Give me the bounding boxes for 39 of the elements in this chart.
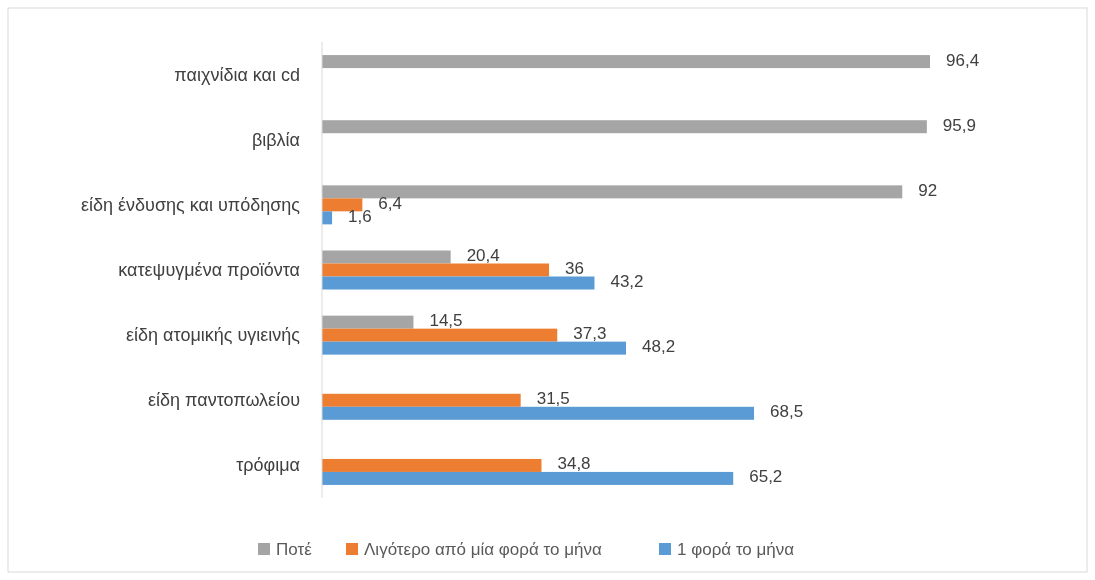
- legend-label: Λιγότερο από μία φορά το μήνα: [364, 540, 602, 559]
- bar: [322, 198, 363, 212]
- bar: [322, 250, 451, 264]
- data-label: 36: [565, 259, 584, 278]
- y-tick-label: βιβλία: [251, 129, 300, 150]
- data-label: 14,5: [429, 311, 463, 331]
- bar: [322, 393, 521, 407]
- data-label: 48,2: [642, 337, 676, 357]
- data-label: 68,5: [770, 402, 804, 422]
- legend-label: Ποτέ: [276, 540, 313, 559]
- bar: [322, 315, 414, 329]
- y-tick-label: τρόφιμα: [236, 455, 300, 476]
- bar: [322, 185, 903, 199]
- bar: [322, 341, 626, 355]
- y-tick-label: είδη παντοπωλείου: [148, 390, 300, 411]
- bar: [322, 458, 542, 472]
- data-label: 92: [918, 180, 938, 200]
- data-label: 1,6: [348, 206, 372, 226]
- y-tick-label: είδη ένδυσης και υπόδησης: [80, 194, 301, 215]
- data-label: 20,4: [466, 246, 500, 265]
- bar: [322, 471, 734, 485]
- data-label: 43,2: [610, 272, 644, 291]
- bar: [322, 406, 755, 420]
- y-tick-label: παιχνίδια και cd: [174, 64, 300, 85]
- bar: [322, 276, 595, 290]
- data-label: 37,3: [573, 324, 607, 344]
- data-label: 6,4: [378, 193, 403, 213]
- data-label: 95,9: [942, 115, 976, 135]
- bar: [322, 328, 558, 342]
- data-label: 31,5: [536, 389, 570, 409]
- legend-label: 1 φορά το μήνα: [677, 540, 795, 559]
- y-tick-label: είδη ατομικής υγιεινής: [126, 325, 301, 346]
- bar: [322, 55, 930, 69]
- y-tick-label: κατεψυγμένα προϊόντα: [118, 260, 300, 280]
- data-label: 65,2: [749, 467, 783, 487]
- data-label: 34,8: [557, 454, 591, 474]
- data-label: 96,4: [946, 50, 980, 70]
- bar: [322, 120, 927, 134]
- bar: [322, 263, 550, 277]
